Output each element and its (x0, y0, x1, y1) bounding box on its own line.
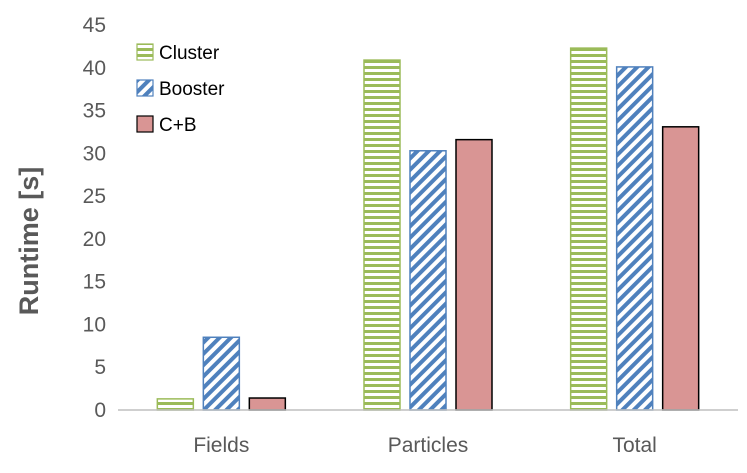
y-tick-label: 20 (83, 228, 106, 251)
bars (156, 47, 700, 411)
bar-booster-total (615, 66, 654, 411)
bar-booster-particles (409, 150, 447, 411)
x-tick-label: Total (612, 434, 656, 457)
y-tick-label: 15 (83, 271, 106, 294)
y-tick-label: 0 (94, 399, 106, 422)
y-tick-label: 40 (83, 57, 106, 80)
bar-c-b-total (661, 126, 700, 411)
x-tick-label: Particles (388, 434, 469, 457)
x-tick-label: Fields (193, 434, 249, 457)
y-tick-label: 30 (83, 142, 106, 165)
bar-c-b-particles (455, 138, 493, 411)
legend: Cluster Booster C+B (136, 43, 225, 136)
legend-label: Booster (159, 79, 225, 100)
legend-label: C+B (159, 115, 197, 136)
legend-swatch (136, 79, 154, 97)
y-tick-label: 5 (94, 356, 106, 379)
bar-booster-fields (202, 336, 241, 411)
y-tick-label: 35 (83, 100, 106, 123)
y-tick-label: 45 (83, 14, 106, 37)
bar-cluster-particles (363, 59, 401, 411)
y-tick-label: 25 (83, 185, 106, 208)
x-axis-labels: Fields Particles Total (193, 434, 657, 457)
bar-c-b-fields (248, 397, 287, 411)
bar-cluster-total (569, 47, 608, 411)
bar-cluster-fields (156, 398, 195, 411)
y-tick-label: 10 (83, 313, 106, 336)
y-axis-title: Runtime [s] (14, 167, 44, 316)
y-axis: 0 5 10 15 20 25 30 35 40 45 (83, 14, 106, 422)
legend-swatch (136, 43, 154, 61)
legend-label: Cluster (159, 43, 220, 64)
legend-swatch (136, 115, 154, 133)
